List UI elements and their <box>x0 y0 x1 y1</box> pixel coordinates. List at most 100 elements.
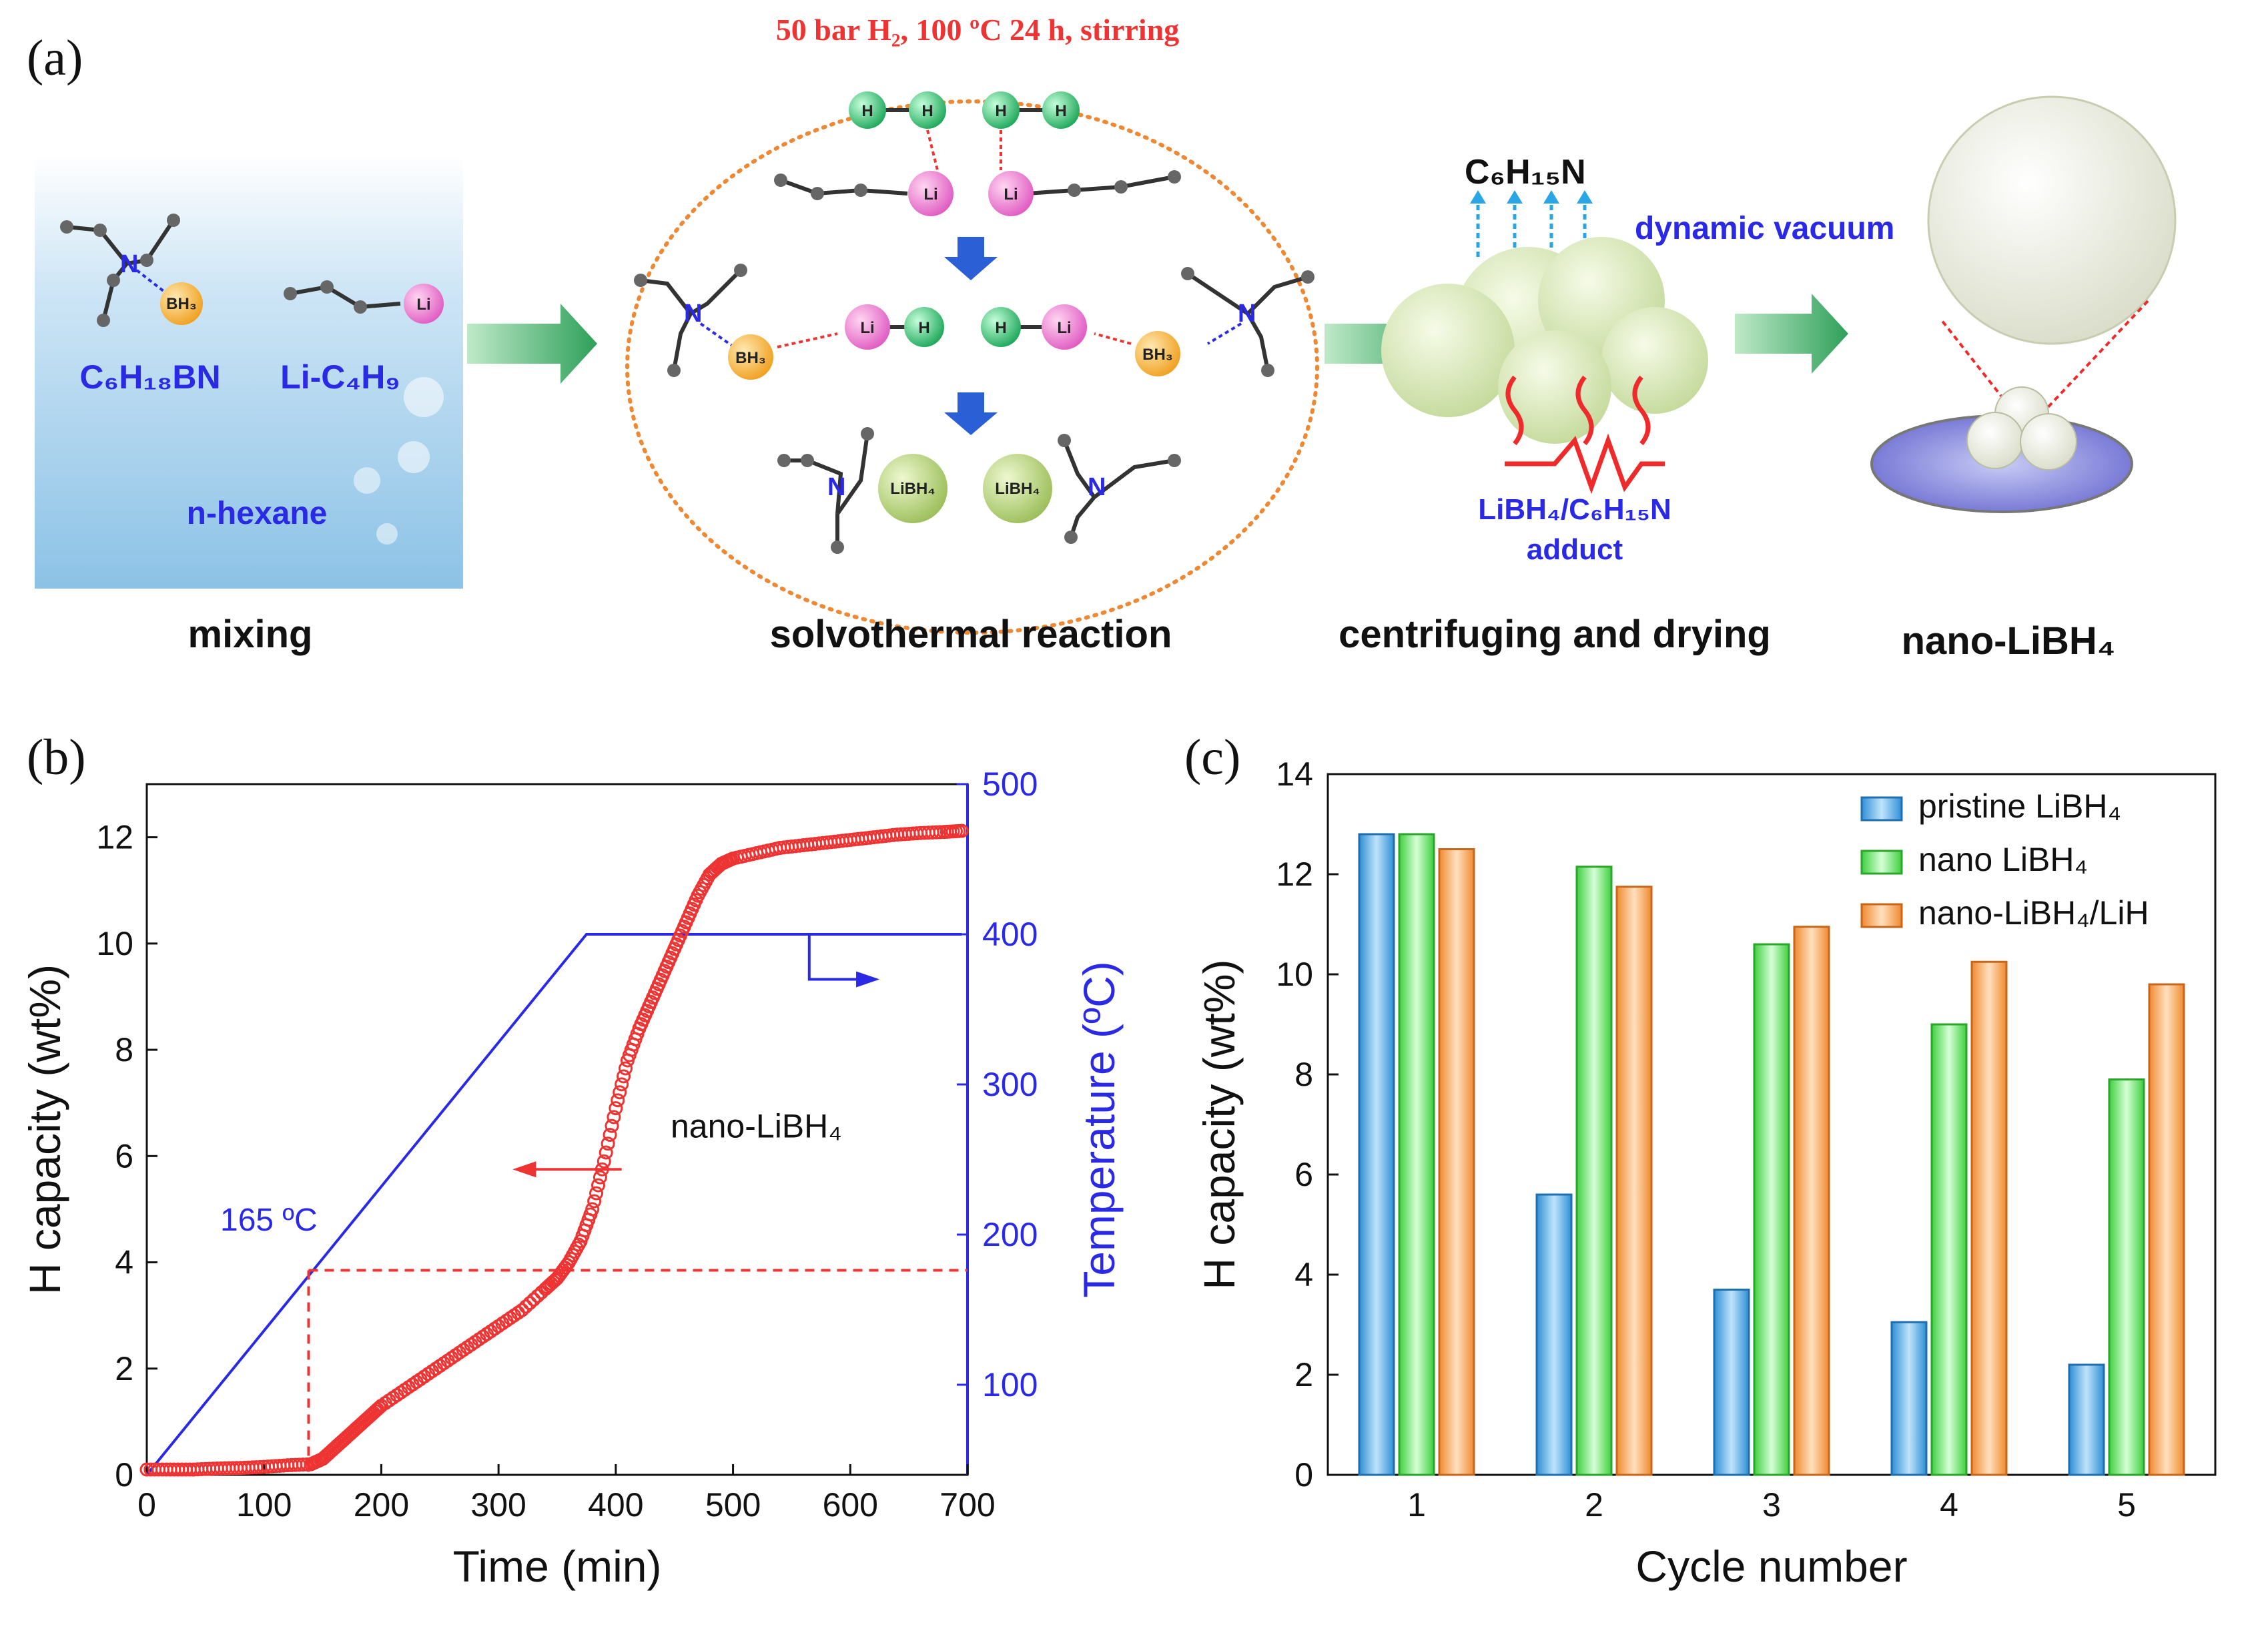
data-point <box>617 1069 631 1084</box>
legend-swatch <box>1860 796 1903 822</box>
x-axis-title: Time (min) <box>453 1542 662 1591</box>
li-label: Li <box>860 319 874 337</box>
bubble <box>354 467 380 494</box>
y-axis-title: H capacity (wt%) <box>1194 959 1244 1289</box>
chart-b: 0 100 200 300 400 500 600 700 0 2 4 6 8 10 12 100 200 300… <box>20 765 1124 1591</box>
panel-b-label: (b) <box>27 729 86 785</box>
mixing-box: N BH₃ Li C₆H₁₈BN Li-C₄H₉ n-hexane <box>35 155 463 589</box>
li-atom <box>404 284 444 324</box>
data-point <box>587 1194 602 1209</box>
data-point <box>619 1061 633 1076</box>
y2-axis-title: Temperature (ºC) <box>1074 961 1124 1298</box>
drying-illustration: C₆H₁₅N dynamic vacuum LiBH₄/C₆H₁₅N adduc… <box>1381 153 1894 566</box>
bh3-label: BH₃ <box>166 295 197 313</box>
h-atom-label: H <box>995 102 1006 120</box>
carbon-atoms <box>60 214 180 327</box>
legend-label: pristine LiBH₄ <box>1918 787 2121 825</box>
y-tick-label: 4 <box>1294 1256 1313 1293</box>
right-axis-arrowhead <box>856 971 880 988</box>
data-point <box>611 1093 625 1108</box>
data-point <box>607 1110 621 1124</box>
data-point <box>601 1136 615 1151</box>
y-tick-label: 14 <box>1276 755 1313 793</box>
byproduct-label: C₆H₁₅N <box>1465 153 1586 192</box>
data-point <box>589 1186 604 1201</box>
x-tick-label: 1 <box>1407 1486 1426 1524</box>
libh4-label: LiBH₄ <box>995 480 1040 498</box>
bubble <box>398 441 430 473</box>
data-point <box>603 1127 617 1142</box>
bar <box>1970 960 2008 1476</box>
step-label-reaction: solvothermal reaction <box>770 613 1172 656</box>
x-tick-label: 0 <box>137 1486 156 1524</box>
h-atom-label: H <box>918 319 929 337</box>
reagent-1-label: C₆H₁₈BN <box>79 358 220 396</box>
data-point <box>954 824 969 838</box>
butyl-chains <box>779 175 1175 196</box>
data-point <box>597 1154 611 1169</box>
bubble <box>404 377 444 417</box>
li-label: Li <box>416 296 430 314</box>
plot-frame <box>145 783 969 1476</box>
step-label-product: nano-LiBH₄ <box>1902 619 2116 663</box>
x-tick-label: 100 <box>236 1486 292 1524</box>
bh3-label: BH₃ <box>1142 346 1173 364</box>
left-axis-arrowhead <box>512 1161 536 1178</box>
y-tick-label: 0 <box>115 1456 133 1494</box>
y-tick-label: 4 <box>115 1244 133 1281</box>
data-point <box>585 1202 600 1217</box>
x-tick-label: 200 <box>354 1486 409 1524</box>
temperature-annotation: 165 ºC <box>220 1203 318 1238</box>
bar <box>1930 1023 1968 1476</box>
h2-molecules: H H H H <box>849 91 1080 171</box>
data-point <box>591 1178 605 1193</box>
bar <box>1713 1289 1750 1476</box>
data-point <box>613 1085 627 1100</box>
y2-tick-label: 400 <box>982 916 1038 953</box>
h-atom-label: H <box>995 319 1006 337</box>
y-tick-label: 8 <box>1294 1056 1313 1093</box>
y-tick-label: 8 <box>115 1031 133 1068</box>
libh4-particle <box>983 454 1052 523</box>
step-label-mixing: mixing <box>188 613 313 656</box>
adduct-label-line-1: LiBH₄/C₆H₁₅N <box>1478 493 1671 526</box>
y2-tick-label: 500 <box>982 765 1038 803</box>
bh3-label: BH₃ <box>735 349 766 367</box>
bar <box>1575 866 1613 1476</box>
x-tick-label: 5 <box>2117 1486 2136 1524</box>
reaction-oval: H H H H Li Li Li H H Li <box>625 91 1319 635</box>
y-tick-label: 2 <box>115 1350 133 1387</box>
data-point <box>514 1303 529 1317</box>
y-tick-label: 12 <box>96 819 133 856</box>
bar <box>1535 1193 1573 1476</box>
y2-tick-label: 100 <box>982 1366 1038 1403</box>
data-point <box>593 1170 607 1185</box>
legend-swatch <box>1860 850 1903 875</box>
bar <box>2108 1078 2145 1476</box>
butyl-chain <box>290 284 401 310</box>
bar <box>1438 848 1475 1476</box>
x-axis-title: Cycle number <box>1635 1542 1907 1591</box>
n-atom-label: N <box>120 250 138 278</box>
data-point <box>609 1101 623 1116</box>
data-point <box>615 1077 629 1092</box>
bar <box>2148 983 2185 1476</box>
li-label: Li <box>1057 319 1071 337</box>
data-point <box>518 1299 533 1314</box>
h-atom-label: H <box>921 102 933 120</box>
x-tick-label: 700 <box>939 1486 995 1524</box>
bar <box>1753 943 1790 1476</box>
n-atom-label: N <box>1238 300 1256 328</box>
x-tick-label: 400 <box>588 1486 643 1524</box>
legend-label: nano-LiBH₄/LiH <box>1918 894 2149 932</box>
h-atom-label: H <box>861 102 873 120</box>
data-point <box>599 1145 613 1160</box>
process-arrow <box>467 304 597 384</box>
series-annotation: nano-LiBH₄ <box>671 1107 842 1145</box>
step-label-drying: centrifuging and drying <box>1339 613 1771 656</box>
bar <box>1615 886 1653 1476</box>
data-point <box>526 1292 541 1307</box>
y-tick-label: 6 <box>115 1137 133 1175</box>
y-tick-label: 0 <box>1294 1456 1313 1494</box>
